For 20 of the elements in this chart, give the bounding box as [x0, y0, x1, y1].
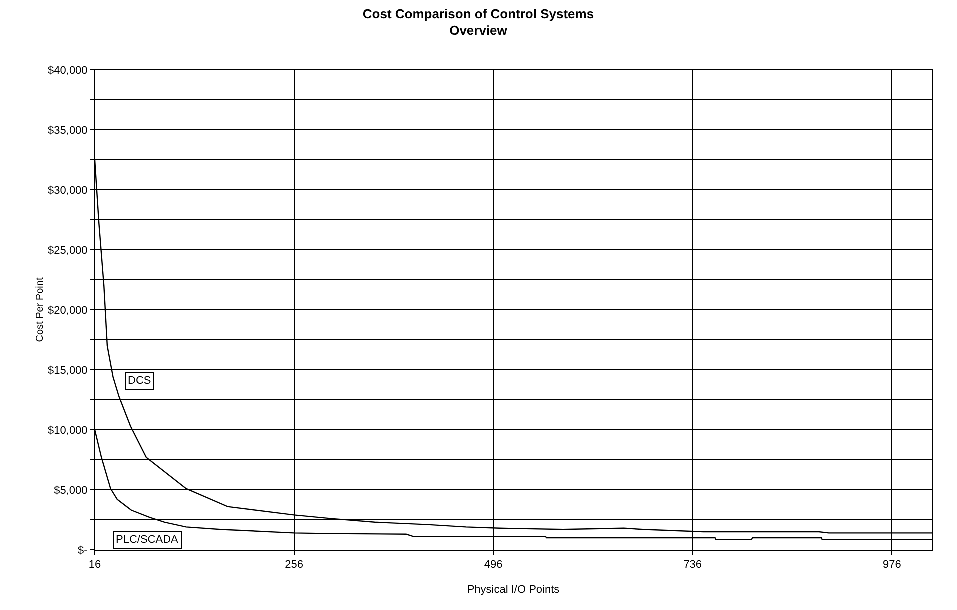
- y-tick-label: $15,000: [48, 364, 88, 377]
- x-axis-title: Physical I/O Points: [467, 584, 560, 596]
- y-tick-label: $10,000: [48, 424, 88, 437]
- y-tick-label: $30,000: [48, 184, 88, 197]
- y-tick-label: $20,000: [48, 304, 88, 317]
- series-label: DCS: [128, 375, 152, 387]
- x-tick-label: 736: [684, 559, 702, 572]
- x-tick-label: 496: [484, 559, 503, 572]
- chart-subtitle: Overview: [450, 23, 508, 38]
- chart-title: Cost Comparison of Control Systems: [362, 6, 594, 22]
- y-tick-label: $35,000: [48, 124, 88, 137]
- series-label: PLC/SCADA: [116, 534, 180, 546]
- x-tick-label: 256: [285, 559, 304, 572]
- y-tick-label: $40,000: [48, 64, 88, 77]
- x-tick-label: 16: [88, 559, 102, 572]
- y-axis-title: Cost Per Point: [35, 278, 46, 342]
- y-tick-label: $25,000: [48, 244, 88, 257]
- y-tick-label: $5,000: [54, 484, 88, 497]
- y-tick-label: $-: [78, 544, 88, 557]
- x-tick-label: 976: [882, 559, 902, 572]
